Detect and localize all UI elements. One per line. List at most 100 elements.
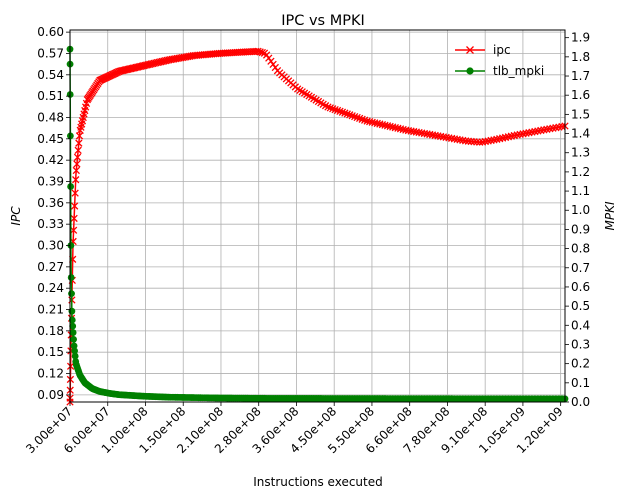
y-right-tick-label: 1.3 [571,146,590,160]
point-tlb_mpki [71,347,79,355]
point-tlb_mpki [71,352,79,360]
point-tlb_mpki [67,274,75,281]
point-ipc [459,136,467,145]
point-ipc [326,104,334,112]
point-tlb_mpki [68,316,76,324]
legend: ipc tlb_mpki [455,43,544,78]
point-ipc [254,47,262,55]
point-ipc [396,125,405,133]
point-ipc [329,105,337,113]
point-ipc [341,109,349,117]
y-axis-left: 0.09 0.12 0.15 0.18 0.21 0.24 0.27 0.30 0.33 0.36… [37,25,70,402]
y-left-tick-label: 0.30 [37,239,64,253]
point-ipc [70,202,79,210]
point-tlb_mpki [70,335,78,343]
y-left-tick-label: 0.21 [37,303,64,317]
y-left-tick-label: 0.42 [37,153,64,167]
point-ipc [442,133,450,142]
point-ipc [267,57,275,65]
point-ipc [70,214,78,223]
y-right-tick-label: 0.1 [571,376,590,390]
point-ipc [343,110,351,118]
point-ipc [437,132,445,141]
y-right-tick-label: 1.8 [571,50,590,64]
point-ipc [262,51,271,59]
y-right-tick-label: 0.0 [571,395,590,409]
point-ipc [73,160,81,168]
y-left-tick-label: 0.27 [37,260,64,274]
point-ipc [265,54,273,62]
y-right-tick-label: 0.9 [571,222,590,236]
point-ipc [256,48,264,56]
y-axis-right: 0.0 0.1 0.2 0.3 0.4 0.5 0.6 0.7 0.8 0.9 1.0 1.1 1.2 1… [565,31,590,409]
x-axis: 3.00e+076.00e+071.00e+081.50e+082.10e+08… [23,402,566,456]
point-ipc [445,134,453,142]
point-tlb_mpki [69,329,77,336]
point-ipc [434,132,442,140]
point-ipc [431,131,439,140]
point-ipc [394,124,402,132]
point-ipc [72,166,80,175]
y-right-tick-label: 1.7 [571,69,590,83]
y-right-tick-label: 1.9 [571,31,590,45]
point-ipc [476,138,484,146]
point-ipc [75,139,83,147]
y-right-tick-label: 0.3 [571,337,590,351]
y-right-tick-label: 1.0 [571,203,590,217]
point-tlb_mpki [67,183,75,190]
point-ipc [73,153,82,161]
point-ipc [71,189,79,197]
point-ipc [386,122,394,131]
y-left-tick-label: 0.54 [37,68,64,82]
point-ipc [66,362,75,370]
point-ipc [338,108,347,116]
series-layer [66,45,569,406]
y-right-tick-label: 0.8 [571,242,590,256]
point-ipc [331,105,339,114]
point-ipc [447,134,456,143]
point-ipc [74,146,82,155]
point-ipc [439,133,448,141]
y-left-tick-label: 0.45 [37,132,64,146]
y-left-tick-label: 0.15 [37,345,64,359]
point-tlb_mpki [67,242,75,249]
series-tlb_mpki [66,45,569,403]
point-tlb_mpki [70,342,78,350]
y-left-tick-label: 0.57 [37,46,64,60]
point-ipc [271,63,279,72]
y-left-tick-label: 0.24 [37,281,64,295]
y-left-tick-label: 0.60 [37,25,64,39]
point-tlb_mpki [69,322,77,330]
y-right-tick-label: 1.5 [571,107,590,121]
point-ipc [336,107,344,115]
point-tlb_mpki [68,290,75,298]
point-ipc [389,123,397,131]
point-ipc [453,135,461,144]
legend-label-tlb_mpki: tlb_mpki [493,64,544,78]
y-left-tick-label: 0.18 [37,324,64,338]
y-left-tick-label: 0.51 [37,89,64,103]
point-ipc [450,135,459,143]
y-left-tick-label: 0.09 [37,388,64,402]
y-left-tick-label: 0.39 [37,175,64,189]
legend-marker-ipc [466,46,474,54]
point-ipc [391,123,399,132]
y-axis-right-label: MPKI [603,201,617,230]
y-right-tick-label: 0.6 [571,280,590,294]
y-right-tick-label: 0.4 [571,318,590,332]
point-ipc [428,131,437,139]
series-line-ipc [69,50,566,403]
point-ipc [258,48,266,57]
y-left-tick-label: 0.36 [37,196,64,210]
legend-label-ipc: ipc [493,43,511,57]
point-ipc [269,60,277,69]
y-right-tick-label: 0.7 [571,261,590,275]
plot-frame [69,29,566,403]
legend-marker-tlb_mpki [466,67,474,75]
y-right-tick-label: 1.1 [571,184,590,198]
y-right-tick-label: 0.2 [571,357,590,371]
y-left-tick-label: 0.33 [37,217,64,231]
point-ipc [324,103,332,111]
point-ipc [333,106,342,115]
